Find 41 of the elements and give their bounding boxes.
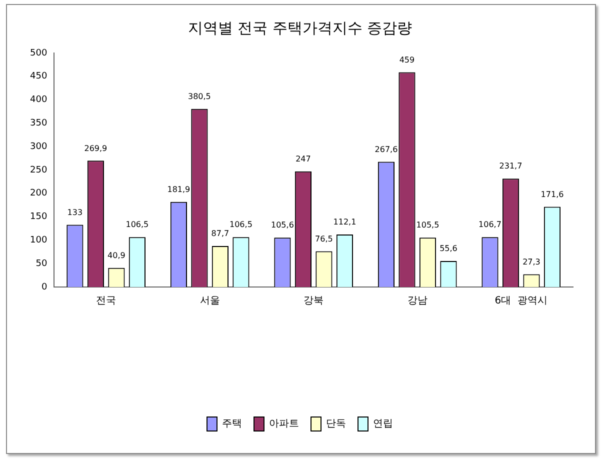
data-label: 181,9	[167, 184, 190, 194]
data-label: 76,5	[315, 234, 333, 244]
chart-title: 지역별 전국 주택가격지수 증감량	[188, 18, 412, 37]
data-label: 112,1	[333, 218, 356, 227]
data-label: 133	[67, 208, 83, 217]
x-tick-label: 강북	[304, 296, 324, 307]
data-label: 380,5	[188, 92, 211, 102]
x-tick-label: 강남	[407, 296, 428, 307]
y-tick-label: 400	[30, 95, 48, 106]
data-label: 55,6	[440, 244, 458, 254]
y-tick-label: 350	[30, 118, 48, 129]
legend-label: 연립	[373, 418, 393, 430]
legend-label: 단독	[326, 418, 346, 430]
y-tick-label: 250	[30, 165, 48, 176]
data-label: 269,9	[84, 144, 108, 153]
data-label: 106,7	[478, 220, 502, 230]
y-tick-label: 300	[30, 142, 48, 152]
x-tick-label: 서울	[200, 296, 220, 307]
y-tick-label: 200	[30, 188, 48, 199]
legend-label: 아파트	[269, 418, 299, 430]
y-tick-label: 450	[30, 72, 48, 82]
y-tick-label: 500	[30, 48, 48, 58]
x-tick-label: 전국	[96, 296, 116, 307]
data-label: 106,5	[230, 220, 252, 230]
data-label: 40,9	[108, 250, 126, 260]
data-label: 459	[399, 55, 415, 64]
data-label: 267,6	[374, 144, 398, 154]
y-tick-label: 0	[41, 282, 48, 292]
data-label: 87,7	[211, 229, 230, 238]
data-label: 231,7	[499, 162, 522, 171]
y-tick-label: 50	[36, 258, 48, 269]
x-tick-label: 6대 광역시	[494, 296, 548, 307]
data-label: 27,3	[522, 257, 540, 266]
data-label: 105,5	[416, 220, 440, 230]
data-label: 105,6	[271, 220, 294, 230]
data-label: 247	[296, 154, 311, 164]
y-tick-label: 150	[30, 212, 48, 222]
y-tick-label: 100	[30, 236, 48, 246]
data-label: 106,5	[126, 220, 149, 230]
data-label: 171,6	[540, 190, 564, 199]
legend-label: 주택	[222, 418, 242, 430]
